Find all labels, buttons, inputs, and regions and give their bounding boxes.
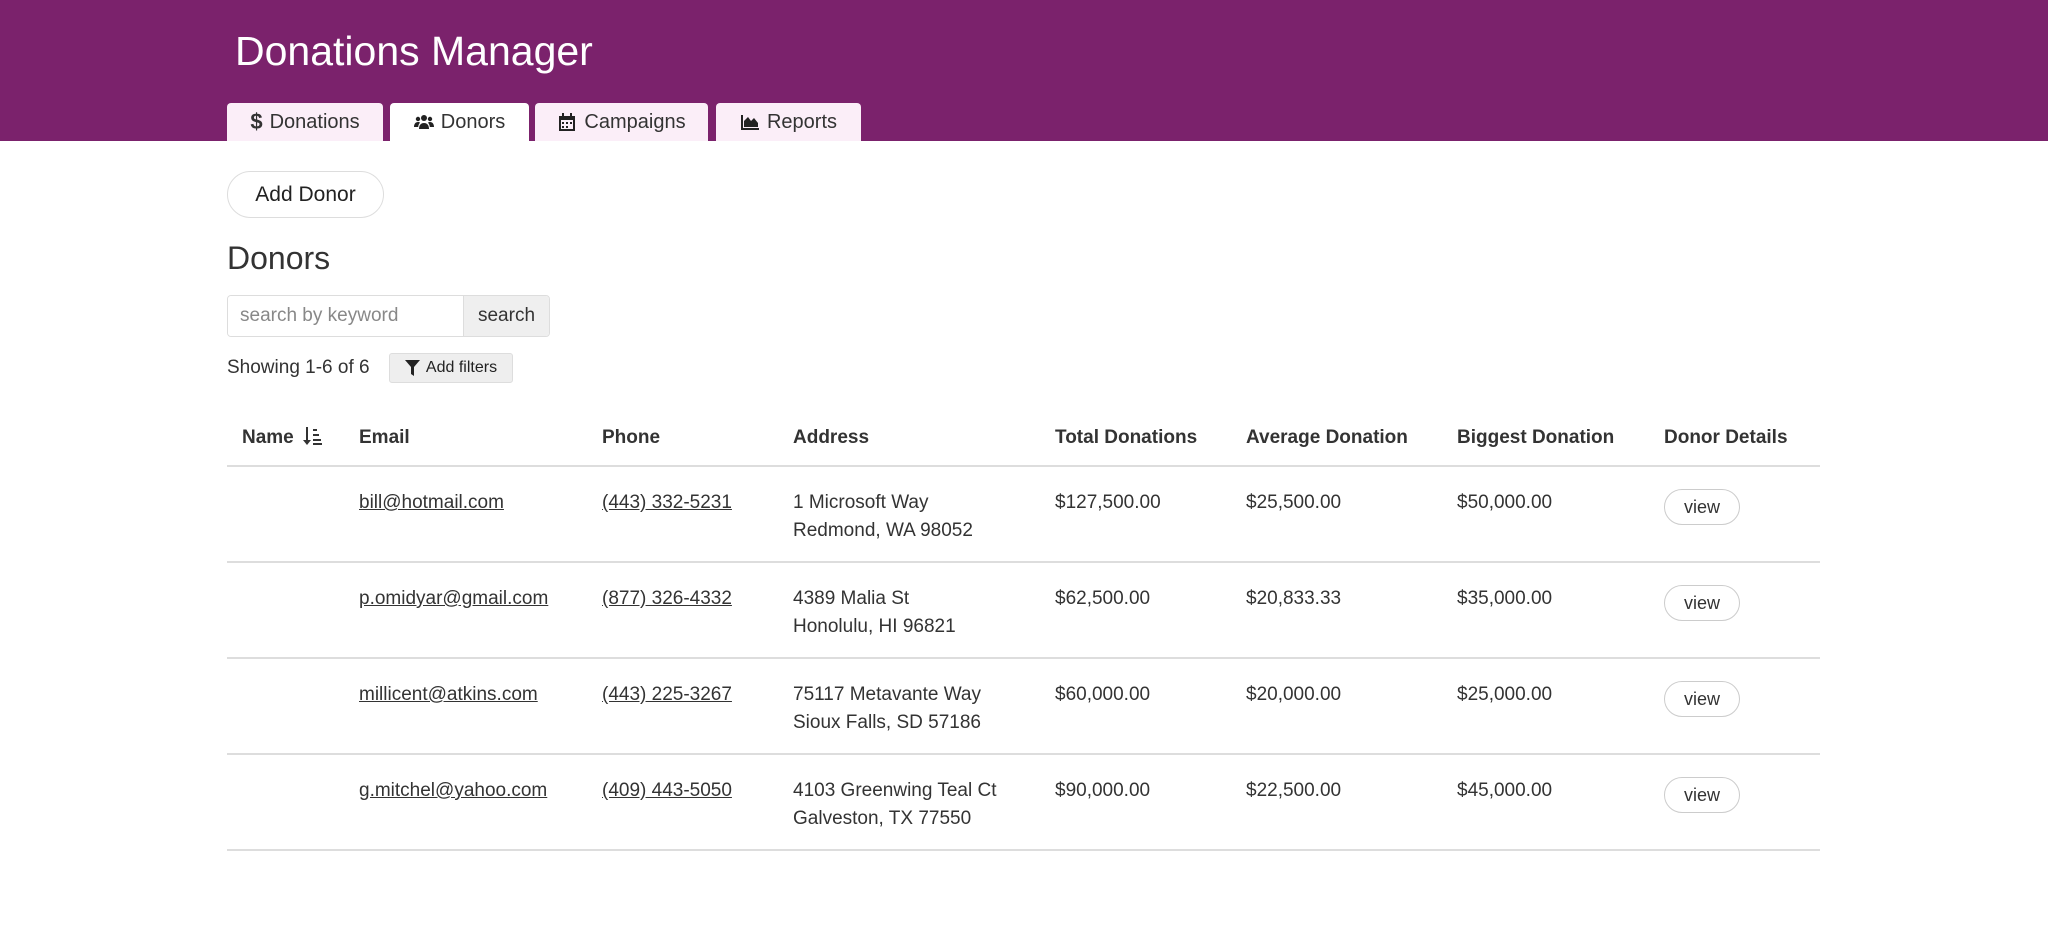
users-icon <box>413 115 434 129</box>
filter-icon <box>404 360 420 376</box>
biggest-donation: $25,000.00 <box>1457 658 1664 755</box>
search-group: search <box>227 295 550 337</box>
total-donations: $62,500.00 <box>1055 562 1246 659</box>
app-title: Donations Manager <box>235 28 593 74</box>
calendar-icon <box>559 113 576 131</box>
donor-name <box>227 754 359 851</box>
column-biggest: Biggest Donation <box>1457 410 1664 467</box>
average-donation: $20,833.33 <box>1246 562 1457 659</box>
results-count: Showing 1-6 of 6 <box>227 357 370 378</box>
dollar-icon: $ <box>250 109 263 134</box>
table-row: millicent@atkins.com (443) 225-3267 7511… <box>227 658 1820 755</box>
table-row: g.mitchel@yahoo.com (409) 443-5050 4103 … <box>227 754 1820 851</box>
total-donations: $90,000.00 <box>1055 754 1246 851</box>
email-link[interactable]: millicent@atkins.com <box>359 684 538 705</box>
total-donations: $60,000.00 <box>1055 658 1246 755</box>
address: 75117 Metavante Way Sioux Falls, SD 57186 <box>793 658 1055 755</box>
email-link[interactable]: p.omidyar@gmail.com <box>359 588 549 609</box>
phone-link[interactable]: (443) 225-3267 <box>602 684 732 705</box>
donor-name <box>227 658 359 755</box>
phone-link[interactable]: (443) 332-5231 <box>602 492 732 513</box>
column-name[interactable]: Name <box>227 410 359 467</box>
view-donor-button[interactable]: view <box>1664 489 1740 525</box>
view-donor-button[interactable]: view <box>1664 585 1740 621</box>
column-email: Email <box>359 410 602 467</box>
column-address: Address <box>793 410 1055 467</box>
tab-reports[interactable]: Reports <box>716 103 861 141</box>
average-donation: $22,500.00 <box>1246 754 1457 851</box>
donor-name <box>227 466 359 563</box>
average-donation: $20,000.00 <box>1246 658 1457 755</box>
add-donor-button[interactable]: Add Donor <box>227 171 384 218</box>
average-donation: $25,500.00 <box>1246 466 1457 563</box>
area-chart-icon <box>740 115 759 130</box>
phone-link[interactable]: (409) 443-5050 <box>602 780 732 801</box>
email-link[interactable]: g.mitchel@yahoo.com <box>359 780 548 801</box>
add-filters-button[interactable]: Add filters <box>389 353 513 383</box>
column-average: Average Donation <box>1246 410 1457 467</box>
donor-name <box>227 562 359 659</box>
column-phone: Phone <box>602 410 793 467</box>
table-row <box>227 850 1820 946</box>
table-header: Name Email Phone Address Total Donations… <box>227 410 1820 467</box>
address: 4389 Malia St Honolulu, HI 96821 <box>793 562 1055 659</box>
phone-link[interactable]: (877) 326-4332 <box>602 588 732 609</box>
search-input[interactable] <box>228 296 463 336</box>
view-donor-button[interactable]: view <box>1664 777 1740 813</box>
tab-donations[interactable]: $ Donations <box>227 103 383 141</box>
sort-ascending-icon <box>303 427 323 445</box>
address: 4103 Greenwing Teal Ct Galveston, TX 7755… <box>793 754 1055 851</box>
page-title: Donors <box>227 240 331 276</box>
table-row: bill@hotmail.com (443) 332-5231 1 Micros… <box>227 466 1820 563</box>
donors-table: Name Email Phone Address Total Donations… <box>227 410 1820 946</box>
search-button[interactable]: search <box>463 296 549 336</box>
table-row: p.omidyar@gmail.com (877) 326-4332 4389 … <box>227 562 1820 659</box>
tab-donors[interactable]: Donors <box>390 103 529 141</box>
total-donations: $127,500.00 <box>1055 466 1246 563</box>
address: 1 Microsoft Way Redmond, WA 98052 <box>793 466 1055 563</box>
view-donor-button[interactable]: view <box>1664 681 1740 717</box>
biggest-donation: $45,000.00 <box>1457 754 1664 851</box>
biggest-donation: $50,000.00 <box>1457 466 1664 563</box>
column-details: Donor Details <box>1664 410 1820 467</box>
tab-campaigns[interactable]: Campaigns <box>535 103 708 141</box>
email-link[interactable]: bill@hotmail.com <box>359 492 504 513</box>
app-header: Donations Manager $ Donations Donors Cam… <box>0 0 2048 141</box>
column-total: Total Donations <box>1055 410 1246 467</box>
biggest-donation: $35,000.00 <box>1457 562 1664 659</box>
